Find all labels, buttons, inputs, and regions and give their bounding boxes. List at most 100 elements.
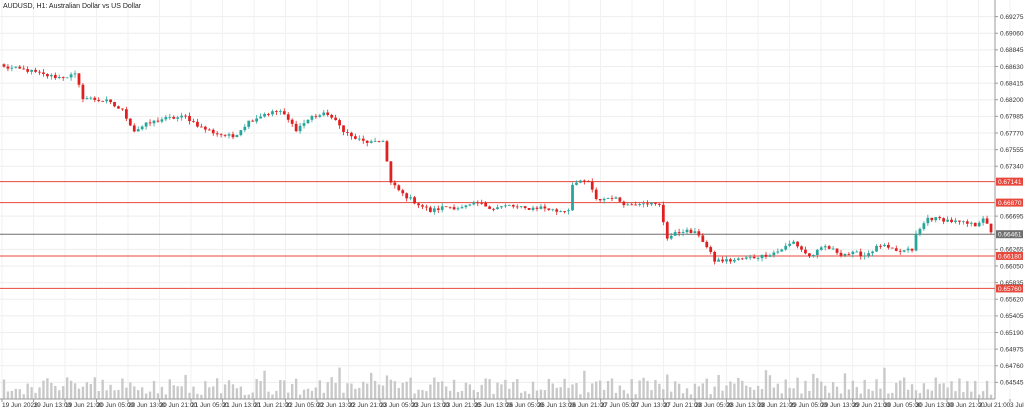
candle-body — [211, 129, 215, 134]
volume-bar — [883, 367, 886, 399]
candle-body — [898, 250, 902, 252]
volume-bar — [958, 378, 961, 399]
candle-body — [563, 211, 567, 212]
volume-bar — [208, 387, 211, 399]
volume-bar — [685, 388, 689, 399]
volume-bar — [184, 374, 187, 399]
candle-body — [14, 66, 18, 68]
time-tick-label: 19 Jun 2023 — [2, 402, 38, 409]
candles — [2, 63, 993, 265]
volume-bar — [492, 393, 495, 399]
volume-bar — [800, 393, 803, 399]
volume-bar — [701, 383, 704, 399]
candle-body — [97, 99, 101, 101]
volume-bar — [749, 387, 752, 399]
volume-bar — [468, 384, 472, 399]
volume-bar — [551, 383, 554, 399]
volume-bar — [808, 390, 811, 399]
volume-bar — [642, 377, 645, 399]
volume-bar — [109, 384, 112, 399]
volume-bar — [322, 392, 325, 399]
volume-bar — [156, 393, 160, 399]
candle-body — [365, 140, 369, 143]
candle-body — [417, 203, 420, 206]
volume-bar — [196, 393, 199, 399]
volume-bar — [342, 392, 345, 399]
candle-body — [511, 204, 515, 207]
volume-bar — [334, 382, 337, 399]
volume-bar — [942, 383, 945, 399]
candle-body — [496, 207, 499, 210]
volume-bar — [46, 378, 49, 399]
grid — [0, 0, 1011, 399]
volume-bar — [168, 379, 171, 399]
candle-body — [539, 206, 543, 209]
candle-body — [527, 208, 531, 210]
volume-bar — [713, 386, 716, 399]
volume-bar — [977, 394, 981, 399]
candle-body — [456, 208, 460, 210]
level-price-tag — [996, 198, 1023, 207]
volume-bar — [354, 388, 357, 399]
volume-bar — [239, 386, 243, 399]
candle-body — [176, 117, 180, 119]
candle-body — [594, 189, 598, 199]
volume-bar — [646, 380, 649, 399]
candle-body — [223, 134, 227, 136]
candle-body — [85, 98, 89, 100]
candle-body — [464, 205, 468, 208]
volume-bar — [847, 389, 851, 399]
volume-bar — [591, 383, 594, 399]
candle-body — [740, 258, 744, 260]
volume-bar — [677, 383, 681, 399]
volume-bar — [314, 387, 318, 399]
volume-bar — [81, 386, 85, 399]
candle-body — [871, 251, 874, 254]
candle-body — [733, 259, 736, 262]
candle-body — [81, 84, 85, 100]
volume-bar — [377, 384, 381, 399]
volume-bar — [133, 386, 136, 399]
volume-bar — [520, 392, 523, 399]
volume-bar — [650, 390, 653, 399]
candle-body — [148, 122, 152, 124]
volume-bar — [176, 386, 179, 399]
candle-body — [673, 232, 677, 236]
candle-body — [934, 217, 938, 221]
candle-body — [610, 198, 614, 199]
candle-body — [886, 244, 890, 248]
volume-bar — [476, 392, 479, 399]
volume-bar — [985, 380, 989, 399]
candle-body — [397, 185, 401, 191]
candle-body — [136, 129, 140, 132]
volume-bar — [69, 380, 73, 399]
candle-body — [729, 259, 732, 262]
price-tick-label: 0.67985 — [1000, 114, 1024, 121]
candle-body — [140, 126, 144, 130]
volume-bar — [523, 391, 527, 399]
candle-body — [132, 125, 136, 132]
candle-body — [989, 223, 993, 233]
volume-bar — [413, 393, 416, 399]
volume-bar — [709, 394, 712, 399]
volume-bar — [18, 389, 21, 399]
volume-bar — [595, 381, 598, 399]
candle-body — [156, 120, 160, 122]
candle-body — [551, 209, 555, 211]
candle-body — [938, 217, 942, 219]
candle-body — [693, 231, 697, 233]
candle-body — [73, 73, 77, 75]
volume-bar — [788, 387, 791, 399]
candle-body — [334, 117, 338, 121]
volume-bar — [255, 379, 258, 399]
volume-bar — [456, 392, 460, 399]
candle-body — [764, 254, 768, 257]
time-tick-label: 25 Jun 13:00 — [475, 402, 513, 409]
volume-bar — [891, 392, 894, 399]
candle-body — [614, 197, 618, 199]
candle-body — [946, 219, 949, 222]
volume-bar — [962, 392, 965, 399]
candle-body — [839, 252, 843, 256]
volume-bar — [271, 394, 274, 399]
volume-bar — [105, 390, 108, 399]
